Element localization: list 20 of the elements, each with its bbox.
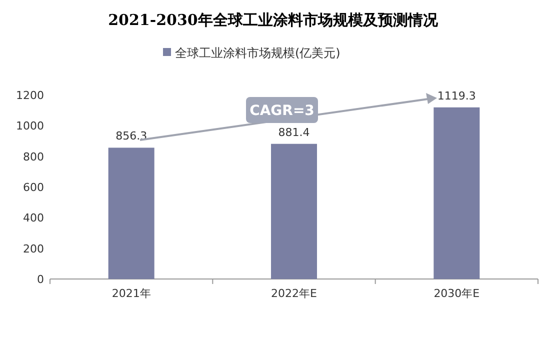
- bar: [108, 148, 154, 279]
- y-tick-label: 1000: [16, 120, 44, 133]
- y-tick-label: 0: [37, 273, 44, 286]
- callout: CAGR=3: [246, 97, 318, 123]
- annotation: CAGR=3: [250, 103, 314, 119]
- y-tick-label: 400: [23, 212, 44, 225]
- bar: [271, 144, 317, 279]
- legend: 全球工业涂料市场规模(亿美元): [163, 46, 340, 60]
- x-tick-label: 2022年E: [271, 287, 318, 300]
- y-tick-label: 600: [23, 181, 44, 194]
- y-tick-label: 800: [23, 150, 44, 164]
- data-label: 856.3: [116, 130, 148, 143]
- x-tick-label: 2021年: [112, 287, 151, 300]
- y-tick-label: 1200: [16, 89, 44, 102]
- bar: [434, 107, 480, 279]
- data-label: 881.4: [278, 126, 310, 139]
- data-label: 1119.3: [437, 89, 476, 102]
- y-tick-label: 200: [23, 242, 44, 256]
- chart-title: 2021-2030年全球工业涂料市场规模及预测情况: [108, 11, 439, 29]
- x-tick-label: 2030年E: [434, 287, 480, 300]
